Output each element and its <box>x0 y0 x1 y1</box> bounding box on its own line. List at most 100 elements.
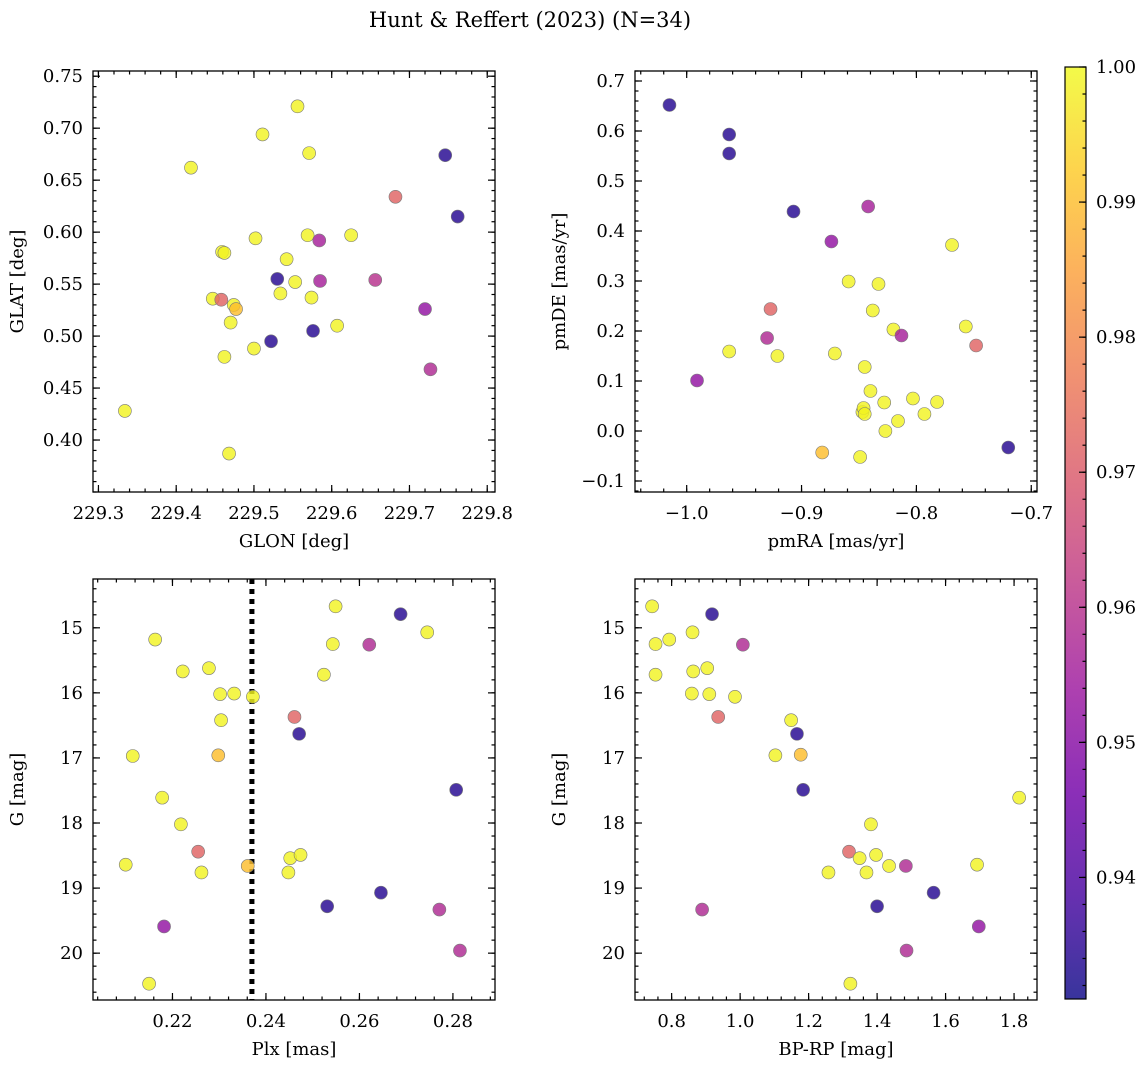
scatter-point <box>118 404 132 418</box>
figure-title: Hunt & Reffert (2023) (N=34) <box>369 8 691 32</box>
scatter-point <box>300 228 315 243</box>
x-tick-label: −0.7 <box>1009 503 1053 524</box>
y-tick-label: 18 <box>60 813 83 834</box>
scatter-point <box>148 632 162 647</box>
scatter-point <box>328 599 343 614</box>
scatter-point <box>971 919 986 934</box>
y-tick-label: 20 <box>60 943 83 964</box>
scatter-point <box>157 919 171 934</box>
scatter-point <box>722 146 736 161</box>
scatter-point <box>279 252 294 266</box>
scatter-point <box>317 667 331 682</box>
colorbar-gradient <box>1065 67 1086 999</box>
y-tick-label: 0.75 <box>43 66 83 87</box>
scatter-point <box>930 395 944 409</box>
axis-ticks <box>635 70 1037 492</box>
y-tick-label: 0.3 <box>596 271 625 292</box>
scatter-point <box>945 238 959 252</box>
y-tick-label: 20 <box>602 943 625 964</box>
y-tick-label: 0.40 <box>43 430 83 451</box>
scatter-point <box>1012 790 1026 805</box>
scatter-point <box>843 976 858 991</box>
scatter-point <box>790 727 804 741</box>
scatter-point <box>217 246 232 260</box>
scatter-point <box>686 664 701 679</box>
y-axis-label: pmDE [mas/yr] <box>549 213 570 351</box>
x-tick-label: 1.6 <box>931 1011 960 1032</box>
scatter-point <box>878 424 893 438</box>
colorbar-frame <box>1064 66 1087 1000</box>
x-axis-label: BP-RP [mag] <box>778 1039 893 1060</box>
scatter-point <box>302 146 316 160</box>
scatter-point <box>1001 440 1016 455</box>
scatter-point <box>393 607 408 621</box>
scatter-point <box>222 446 236 461</box>
scatter-point <box>213 687 227 701</box>
colorbar-ticks <box>1079 66 1086 987</box>
x-tick-label: 229.3 <box>73 503 125 524</box>
colorbar-tick-label: 0.94 <box>1096 867 1136 888</box>
scatter-point <box>863 384 878 398</box>
scatter-point <box>248 231 263 246</box>
x-tick-label: 1.8 <box>1000 1011 1029 1032</box>
scatter-point <box>388 189 403 204</box>
scatter-point <box>229 302 243 316</box>
scatter-point <box>768 748 783 763</box>
axes-frame <box>92 70 496 493</box>
scatter-point <box>870 899 884 914</box>
scatter-point <box>728 689 742 704</box>
y-tick-label: 15 <box>60 618 83 639</box>
scatter-point <box>760 331 774 345</box>
scatter-point <box>432 902 447 917</box>
scatter-point <box>711 710 726 724</box>
scatter-point <box>917 407 932 421</box>
scatter-point <box>859 865 874 880</box>
scatter-point <box>449 783 464 797</box>
scatter-point <box>969 338 983 353</box>
scatter-points <box>118 599 467 991</box>
y-tick-label: 16 <box>602 683 625 704</box>
scatter-point <box>240 859 255 873</box>
scatter-point <box>926 885 941 900</box>
colorbar-tick-label: 0.97 <box>1096 462 1136 483</box>
x-tick-label: 229.4 <box>150 503 202 524</box>
scatter-point <box>325 637 340 651</box>
scatter-panel-3: 0.22 0.24 0.26 0.28 15 16 17 18 19 20 Plx [mas] G [… <box>7 578 496 1060</box>
scatter-point <box>861 199 875 214</box>
scatter-point <box>842 844 856 859</box>
scatter-point <box>865 303 880 318</box>
scatter-point <box>281 865 296 880</box>
scatter-point <box>227 686 241 701</box>
scatter-point <box>857 360 872 374</box>
scatter-point <box>438 148 453 162</box>
y-tick-label: 0.7 <box>596 71 625 92</box>
x-axis-label: pmRA [mas/yr] <box>768 531 905 552</box>
scatter-point <box>184 160 198 175</box>
scatter-point <box>292 727 306 741</box>
scatter-point <box>722 344 736 359</box>
axes-frame <box>634 70 1038 493</box>
y-axis-label: G [mag] <box>7 753 28 826</box>
scatter-point <box>312 233 327 248</box>
scatter-point <box>155 790 169 805</box>
scatter-point <box>864 817 878 832</box>
scatter-point <box>453 943 467 958</box>
scatter-point <box>736 637 750 652</box>
y-tick-label: 0.2 <box>596 321 625 342</box>
scatter-point <box>899 943 914 958</box>
scatter-point <box>821 865 836 880</box>
scatter-point <box>786 204 801 219</box>
scatter-point <box>293 848 308 862</box>
scatter-panel-1: 229.3 229.4 229.5 229.6 229.7 229.8 0.40 0.45 0.… <box>7 66 513 552</box>
y-axis-label: G [mag] <box>549 753 570 826</box>
scatter-point <box>320 899 334 914</box>
scatter-point <box>313 274 327 288</box>
scatter-point <box>857 407 872 421</box>
axes-frame <box>634 578 1038 1001</box>
x-tick-label: 1.4 <box>863 1011 892 1032</box>
scatter-point <box>287 710 302 724</box>
scatter-point <box>695 902 709 917</box>
scatter-point <box>662 632 677 647</box>
y-tick-label: 0.50 <box>43 326 83 347</box>
colorbar: 0.94 0.95 0.96 0.97 0.98 0.99 1.00 <box>1064 57 1136 1000</box>
